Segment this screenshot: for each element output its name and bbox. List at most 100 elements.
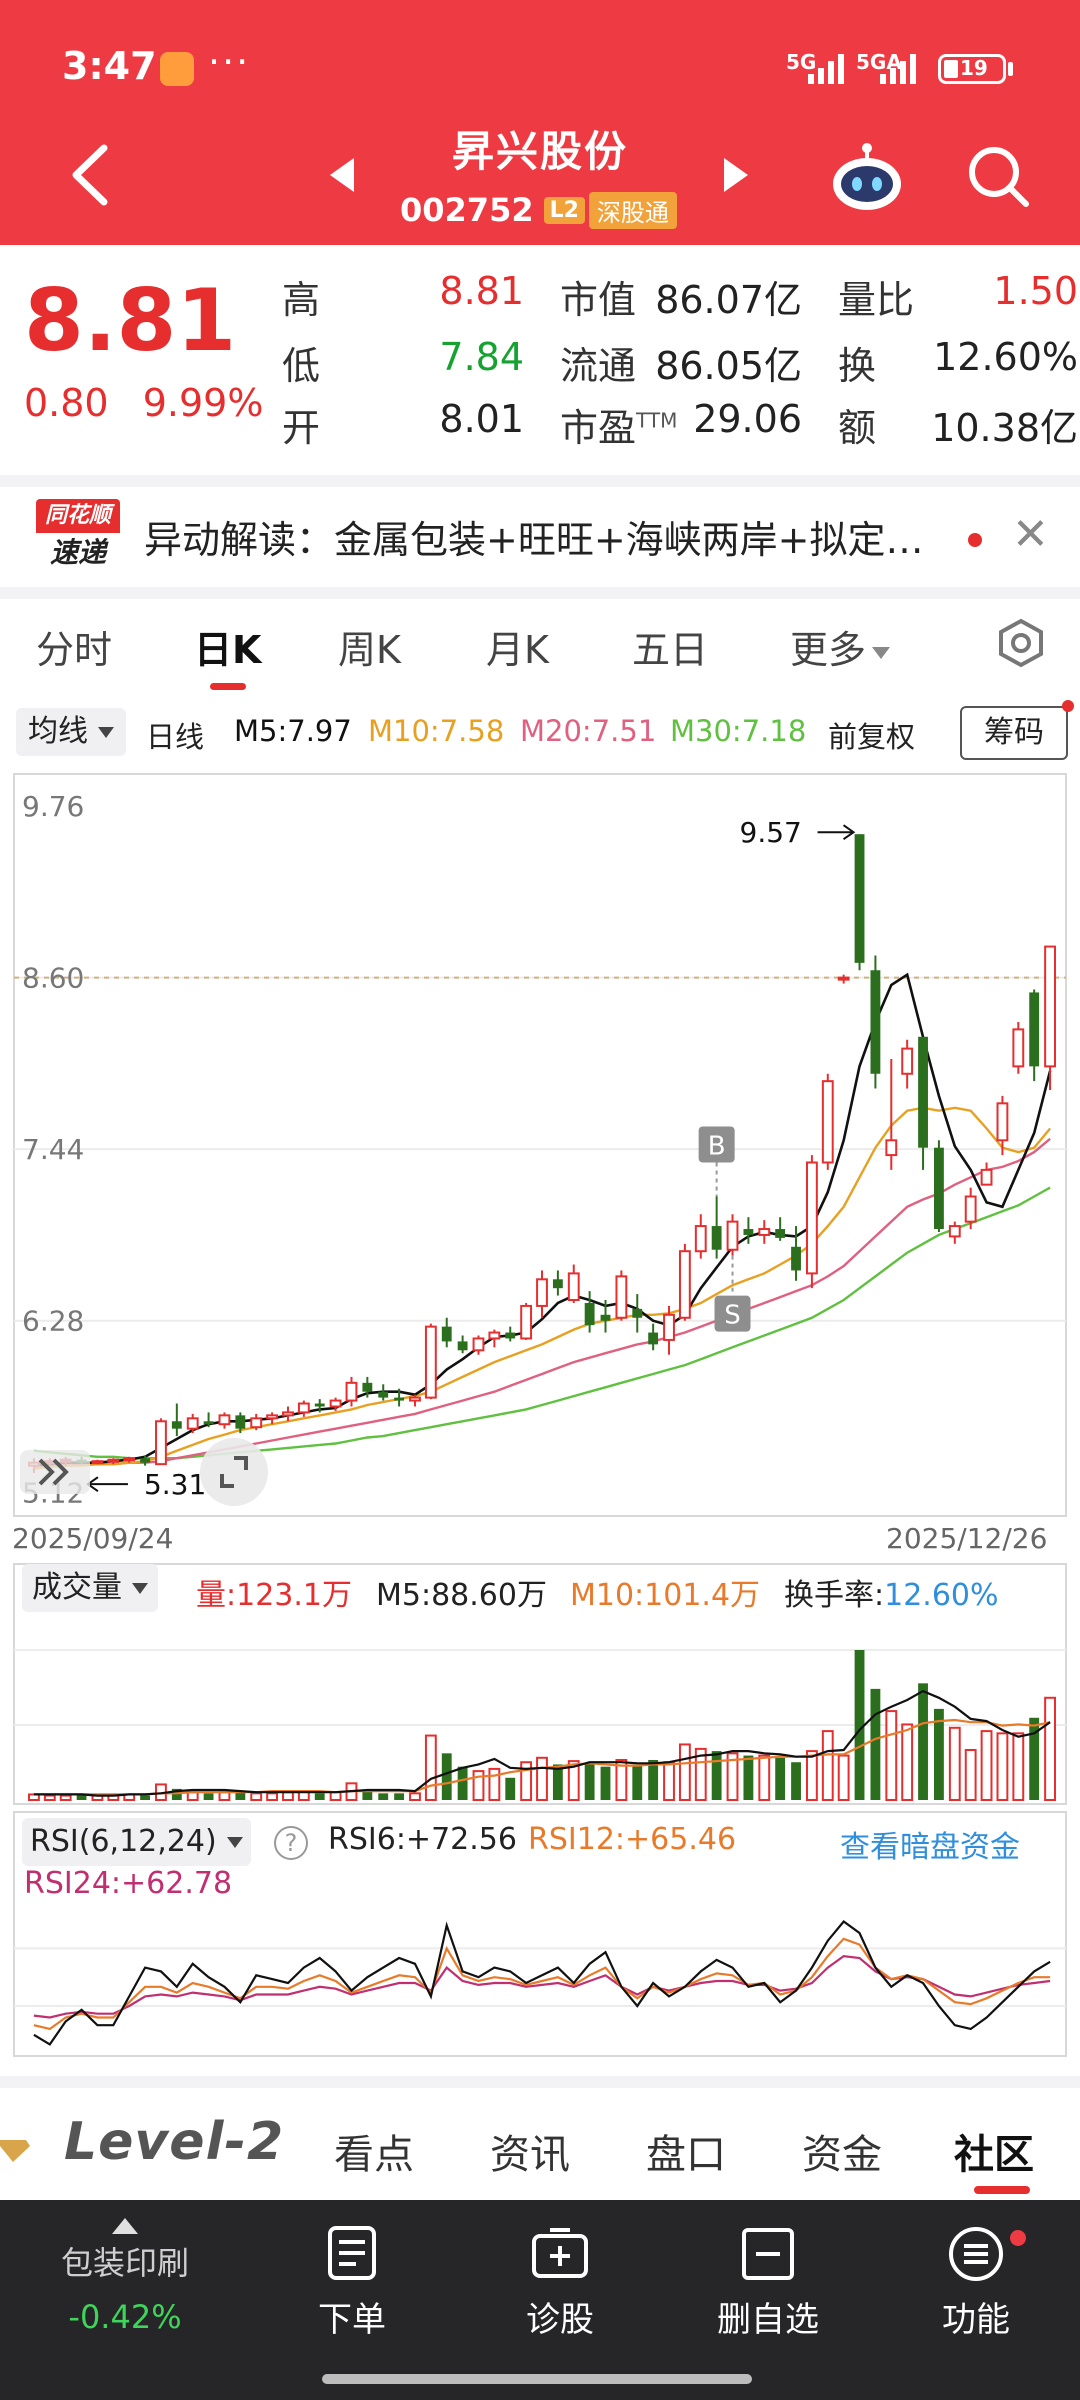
volume-indicator-dropdown[interactable]: 成交量 [22, 1564, 158, 1612]
expand-chart-button[interactable] [200, 1438, 268, 1506]
candle [378, 1384, 389, 1401]
diagnose-add-icon [532, 2228, 588, 2278]
remove-watchlist-button[interactable]: 删自选 [688, 2224, 848, 2341]
adjust-mode[interactable]: 前复权 [828, 720, 916, 754]
volume-bar [870, 1688, 881, 1800]
candle [266, 1412, 279, 1425]
volume-bar [424, 1734, 437, 1801]
news-headline[interactable]: 异动解读：金属包装+旺旺+海峡两岸+拟定… [144, 518, 924, 562]
place-order-button[interactable]: 下单 [272, 2224, 432, 2341]
tab-highlights[interactable]: 看点 [334, 2132, 414, 2178]
tab-funds[interactable]: 资金 [802, 2132, 882, 2178]
next-stock-button[interactable] [724, 158, 748, 192]
help-icon[interactable]: ? [274, 1826, 308, 1860]
candle [409, 1394, 421, 1407]
candle [1044, 945, 1056, 1091]
low-price-label: 5.31 [144, 1468, 206, 1501]
settings-hexagon-icon[interactable] [996, 618, 1046, 668]
tab-community[interactable]: 社区 [954, 2132, 1034, 2178]
candle [775, 1217, 786, 1241]
tab-intraday[interactable]: 分时 [36, 628, 113, 672]
moving-average-row: 均线 日线 M5:7.97 M10:7.58 M20:7.51 M30:7.18… [0, 700, 1080, 768]
volume-bar [235, 1791, 246, 1800]
active-tab-indicator [210, 683, 246, 690]
volume-bar [791, 1762, 801, 1800]
tab-order-book[interactable]: 盘口 [646, 2132, 726, 2178]
turnover-label: 换 [838, 344, 877, 388]
order-document-icon [328, 2226, 376, 2280]
candle [743, 1217, 754, 1244]
sell-marker-label: S [724, 1301, 741, 1331]
float-cap-label: 流通 [560, 344, 637, 388]
candle-body [362, 1382, 373, 1392]
candle-body [758, 1228, 771, 1236]
low-label: 低 [282, 344, 321, 388]
indicator-dropdown[interactable]: 均线 [16, 708, 126, 756]
prev-stock-button[interactable] [330, 158, 354, 192]
candle [791, 1226, 801, 1281]
volume-bar [934, 1708, 944, 1800]
collapse-left-icon[interactable] [20, 1450, 90, 1494]
search-icon[interactable] [966, 144, 1030, 208]
price-change: 0.80 [24, 381, 109, 425]
candle [567, 1264, 580, 1303]
candle [282, 1406, 294, 1422]
candle [394, 1388, 405, 1407]
candle-body [743, 1229, 754, 1235]
tab-weekly-k[interactable]: 周K [338, 628, 401, 672]
volume-chart[interactable] [0, 1560, 1080, 1810]
level2-tab[interactable]: Level-2 [64, 2112, 285, 2172]
candle-body [155, 1420, 167, 1466]
volume-bar [663, 1761, 675, 1802]
candle [711, 1196, 722, 1259]
close-icon[interactable]: ✕ [1012, 509, 1049, 560]
volume-bar [536, 1756, 548, 1801]
candle-body [948, 1225, 961, 1238]
news-ticker[interactable]: 同花顺 速递 异动解读：金属包装+旺旺+海峡两岸+拟定… ✕ [0, 487, 1080, 587]
candle [91, 1459, 104, 1465]
candle [171, 1403, 182, 1437]
tab-more[interactable]: 更多 [790, 619, 891, 674]
info-tabs: Level-2 看点 资讯 盘口 资金 社区 [0, 2088, 1080, 2200]
sector-name: 包装印刷 [60, 2244, 189, 2282]
sector-info[interactable]: 包装印刷 -0.42% [40, 2218, 210, 2336]
rsi-indicator-dropdown[interactable]: RSI(6,12,24) [22, 1818, 251, 1866]
back-button[interactable] [60, 140, 120, 210]
candle-body [694, 1225, 707, 1253]
ai-assistant-robot-icon[interactable] [830, 140, 904, 214]
diagnose-stock-button[interactable]: 诊股 [480, 2224, 640, 2341]
ma10-value: M10:7.58 [368, 714, 505, 748]
volume-bar [980, 1730, 993, 1801]
high-value: 8.81 [439, 269, 524, 313]
candle-body [854, 834, 865, 963]
candle-body [1029, 992, 1040, 1067]
tab-news[interactable]: 资讯 [490, 2132, 570, 2178]
open-value: 8.01 [439, 397, 524, 441]
tab-five-day[interactable]: 五日 [632, 628, 709, 672]
chip-distribution-button[interactable]: 筹码 [960, 706, 1068, 760]
candle [362, 1376, 373, 1398]
tab-daily-k[interactable]: 日K [194, 628, 262, 672]
high-arrow-head [842, 824, 856, 841]
candle [552, 1270, 563, 1296]
candle-body [678, 1250, 691, 1319]
candle [885, 1058, 898, 1170]
chevron-down-icon [872, 646, 891, 659]
tab-monthly-k[interactable]: 月K [486, 628, 549, 672]
candle-body [791, 1246, 801, 1271]
functions-button[interactable]: 功能 [896, 2224, 1056, 2341]
market-cap-label: 市值 [560, 278, 637, 322]
candle [536, 1270, 548, 1318]
candle-body [996, 1102, 1009, 1142]
candle-body [1044, 945, 1056, 1068]
dark-pool-link[interactable]: 查看暗盘资金 [840, 1830, 1020, 1865]
candle-body [1012, 1028, 1025, 1068]
low-value: 7.84 [439, 335, 524, 379]
level2-diamond-icon [0, 2140, 30, 2162]
volume-bar [821, 1730, 834, 1801]
volume-bar [678, 1743, 691, 1801]
candle-body [567, 1272, 580, 1302]
battery-level: 19 [960, 56, 988, 80]
header: 3:47 ··· 5G 5GA 19 昇兴股份 002752 L2 深股通 [0, 0, 1080, 245]
